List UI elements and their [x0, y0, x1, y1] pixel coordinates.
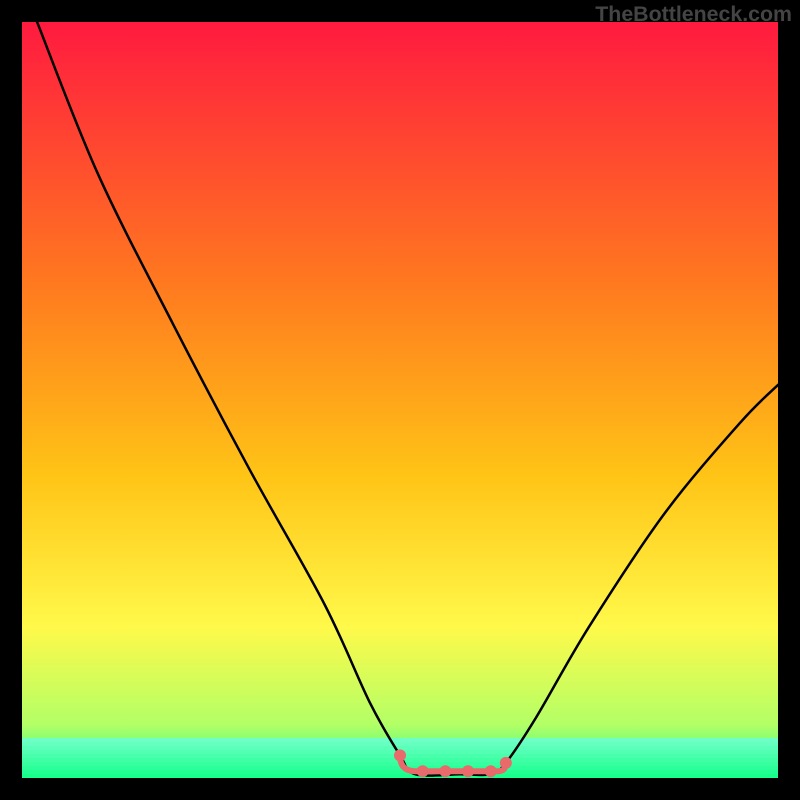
- flat-region-dot: [417, 765, 429, 777]
- watermark-text: TheBottleneck.com: [595, 2, 792, 27]
- plot-area: [22, 22, 778, 778]
- flat-region-dot: [462, 765, 474, 777]
- curve-layer: [22, 22, 778, 778]
- flat-region-dot: [500, 757, 512, 769]
- flat-region-dot: [439, 765, 451, 777]
- chart-root: TheBottleneck.com: [0, 0, 800, 800]
- flat-region-dot: [485, 765, 497, 777]
- flat-region-dot: [394, 749, 406, 761]
- bottleneck-curve: [37, 22, 778, 776]
